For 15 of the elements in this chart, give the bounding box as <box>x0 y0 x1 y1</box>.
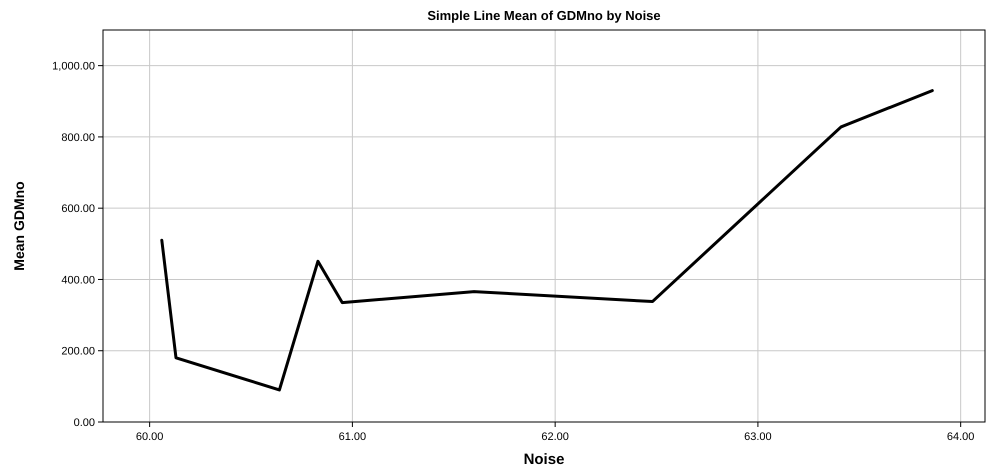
y-tick-label: 1,000.00 <box>52 60 95 73</box>
y-tick-label: 800.00 <box>61 132 95 144</box>
x-tick-label: 62.00 <box>541 431 569 443</box>
x-tick-label: 63.00 <box>744 431 772 443</box>
line-series <box>160 89 934 392</box>
y-tick-label: 600.00 <box>61 203 95 216</box>
x-tick-label: 60.00 <box>136 431 164 443</box>
y-tick-label: 200.00 <box>61 346 95 358</box>
y-tick-label: 0.00 <box>74 417 95 429</box>
y-tick-label: 400.00 <box>61 274 95 286</box>
chart-title: Simple Line Mean of GDMno by Noise <box>427 8 661 23</box>
x-tick-label: 64.00 <box>946 431 974 443</box>
x-axis-title: Noise <box>524 451 564 468</box>
x-tick-label: 61.00 <box>338 431 366 443</box>
y-axis-title: Mean GDMno <box>11 181 27 271</box>
